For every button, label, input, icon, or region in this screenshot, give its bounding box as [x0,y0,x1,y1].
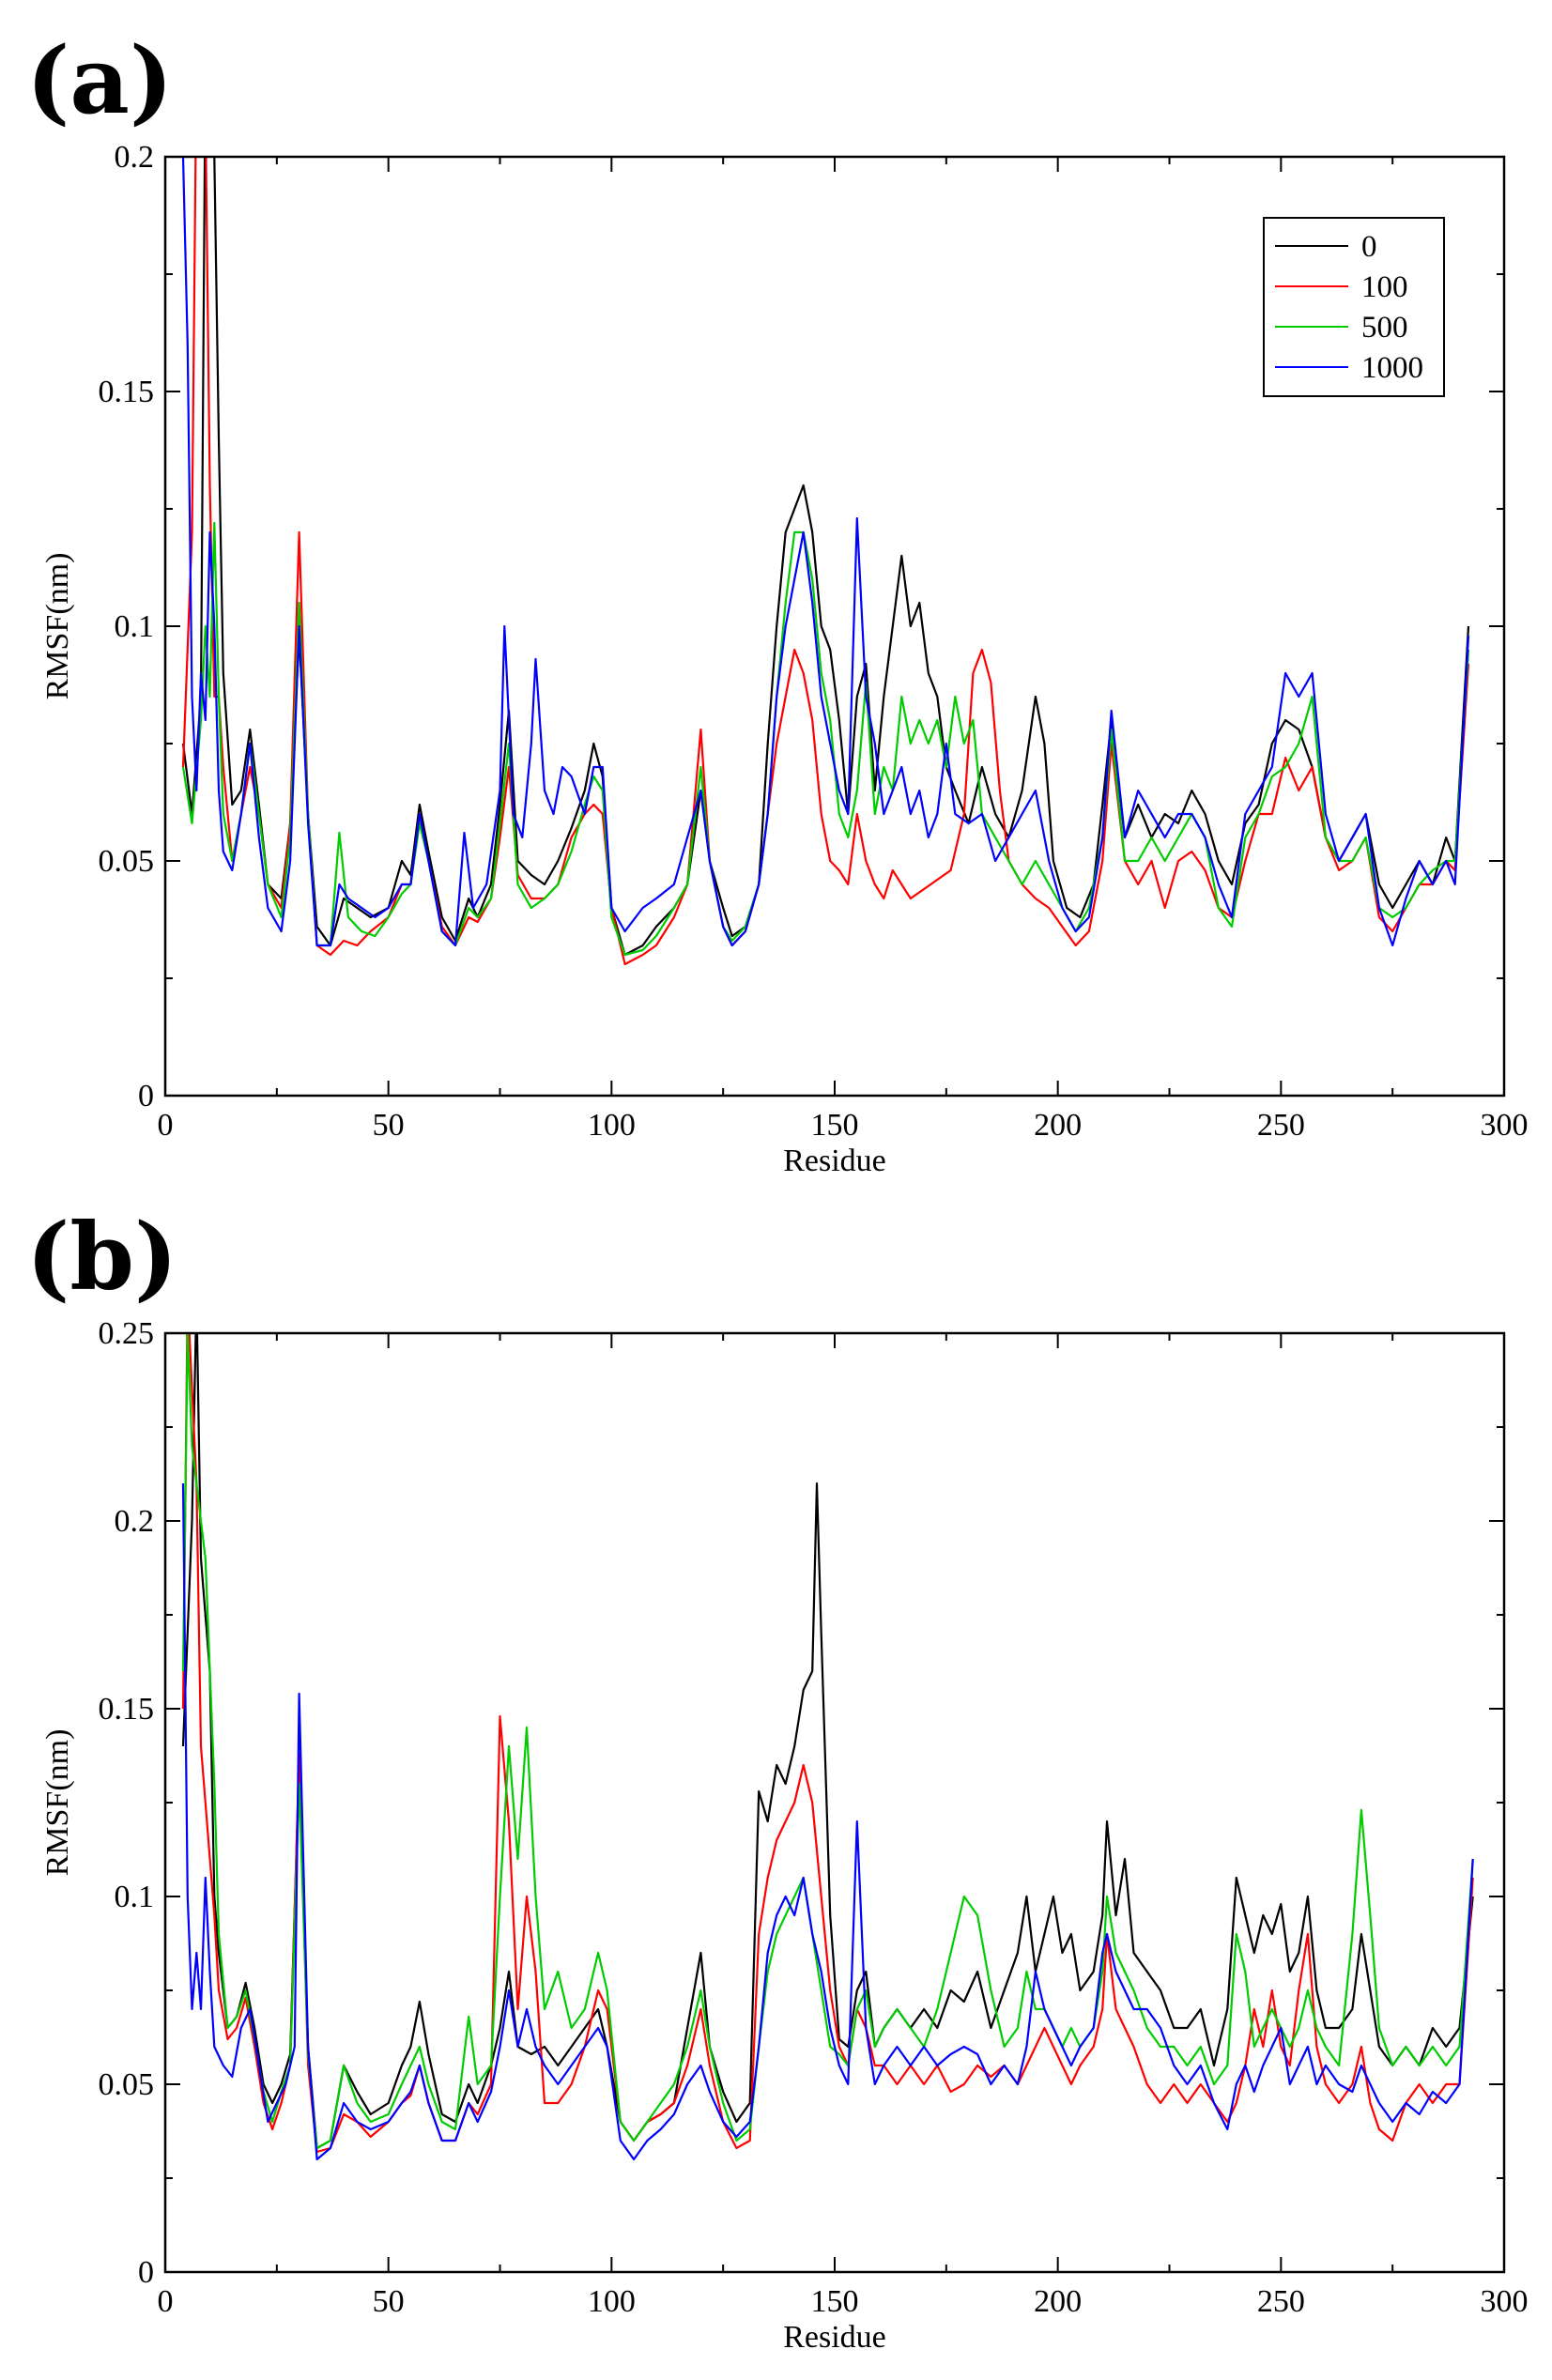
panel-b-x-axis-label: Residue [783,2320,886,2355]
series-line-0 [181,157,1470,957]
y-tick-label: 0.05 [99,844,155,879]
legend-label-0: 0 [1361,230,1377,264]
x-tick-label: 150 [811,1108,859,1143]
y-tick-label: 0.2 [115,140,155,175]
panel-a-y-axis-label: RMSF(nm) [40,553,75,700]
x-tick-label: 300 [1481,1108,1529,1143]
series-line-1000 [181,1482,1474,2161]
x-tick-label: 0 [158,2284,174,2319]
panel-b-label: (b) [26,1204,177,1312]
panel-b-y-axis-label: RMSF(nm) [40,1729,75,1877]
x-tick-label: 150 [811,2284,859,2319]
panel-a-legend: 0 100 500 1000 [1263,217,1445,397]
y-tick-label: 0.15 [99,1692,155,1727]
y-tick-label: 0.1 [115,1880,155,1914]
series-line-1000 [181,157,1470,947]
x-tick-label: 200 [1034,2284,1082,2319]
panel-a-label: (a) [26,27,173,135]
panel-a-chart: (a) 0 50 100 150 200 250 300 0 0.05 0.1 0.15 0.2 Re… [26,27,1529,1178]
y-tick-label: 0.15 [99,375,155,409]
y-tick-label: 0 [138,1079,154,1113]
x-tick-label: 100 [588,2284,636,2319]
panel-a-plot-frame [163,155,1506,1098]
x-tick-label: 0 [158,1108,174,1143]
series-line-500 [181,521,1470,957]
y-tick-label: 0.2 [115,1504,155,1539]
legend-label-100: 100 [1361,270,1408,304]
x-tick-label: 300 [1481,2284,1529,2319]
panel-b-chart: (b) 0 50 100 150 200 250 300 0 0.05 0.1 0.15 0.2 0.2… [26,1204,1529,2355]
panel-a-series-lines [181,157,1470,966]
series-line-0 [181,1333,1474,2150]
panel-a-tick-labels: 0 50 100 150 200 250 300 0 0.05 0.1 0.15 0.2 [99,140,1529,1143]
legend-label-1000: 1000 [1361,351,1423,385]
y-tick-label: 0.25 [99,1316,155,1351]
x-tick-label: 250 [1257,1108,1305,1143]
panel-b-series-lines [181,1333,1474,2161]
x-tick-label: 200 [1034,1108,1082,1143]
panel-b-plot-frame [163,1331,1506,2274]
series-line-100 [181,1333,1474,2154]
panel-b-tick-labels: 0 50 100 150 200 250 300 0 0.05 0.1 0.15 0.2 0.25 [99,1316,1529,2319]
y-tick-label: 0.05 [99,2067,155,2102]
x-tick-label: 50 [373,2284,405,2319]
x-tick-label: 50 [373,1108,405,1143]
x-tick-label: 100 [588,1108,636,1143]
panel-a-x-axis-label: Residue [783,1144,886,1178]
legend-label-500: 500 [1361,311,1408,345]
y-tick-label: 0 [138,2255,154,2290]
x-tick-label: 250 [1257,2284,1305,2319]
y-tick-label: 0.1 [115,609,155,644]
